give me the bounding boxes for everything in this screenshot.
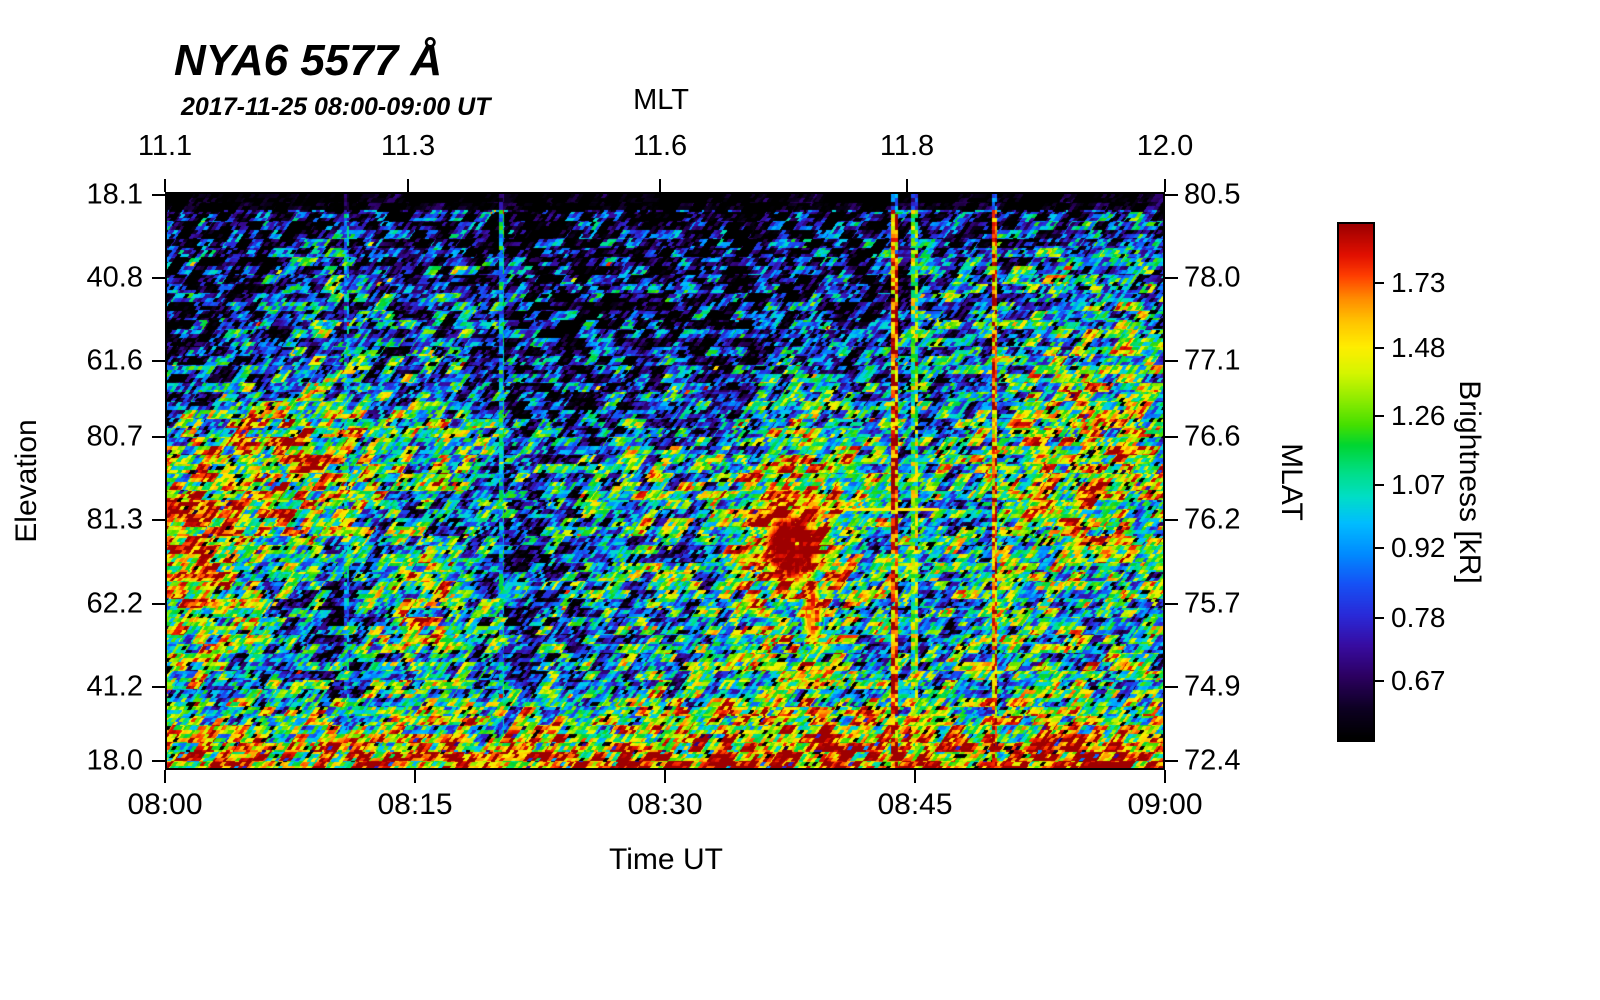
left-axis-tick bbox=[152, 360, 165, 363]
colorbar-tick bbox=[1375, 415, 1384, 418]
left-axis-tick bbox=[152, 193, 165, 196]
left-axis-tick bbox=[152, 436, 165, 439]
colorbar-tick bbox=[1375, 680, 1384, 683]
right-axis-tick bbox=[1165, 602, 1178, 605]
left-axis-tick-label: 61.6 bbox=[86, 344, 143, 377]
bottom-axis-tick-label: 08:15 bbox=[377, 788, 453, 821]
right-axis-tick bbox=[1165, 193, 1178, 196]
right-axis-tick bbox=[1165, 685, 1178, 688]
colorbar-tick-label: 0.67 bbox=[1391, 665, 1446, 697]
left-axis-tick-label: 81.3 bbox=[86, 503, 143, 536]
left-axis-tick-label: 62.2 bbox=[86, 587, 143, 620]
plot-title: NYA6 5577 Å bbox=[174, 36, 443, 85]
bottom-axis-tick-label: 08:45 bbox=[877, 788, 953, 821]
left-axis-tick bbox=[152, 685, 165, 688]
left-axis-tick-label: 41.2 bbox=[86, 670, 143, 703]
right-axis-tick-label: 72.4 bbox=[1184, 744, 1241, 777]
top-axis-tick-label: 11.6 bbox=[632, 130, 688, 162]
left-axis-tick bbox=[152, 760, 165, 763]
left-axis-tick-label: 18.0 bbox=[86, 744, 143, 777]
right-axis-tick bbox=[1165, 760, 1178, 763]
left-axis-tick bbox=[152, 518, 165, 521]
right-axis-tick-label: 77.1 bbox=[1184, 344, 1241, 377]
top-axis-tick bbox=[1164, 179, 1166, 192]
right-axis-tick-label: 78.0 bbox=[1184, 261, 1241, 294]
top-axis-tick-label: 11.8 bbox=[879, 130, 935, 162]
top-axis-tick-label: 12.0 bbox=[1136, 130, 1194, 162]
right-axis-tick bbox=[1165, 518, 1178, 521]
bottom-axis-title: Time UT bbox=[609, 843, 723, 876]
colorbar-tick-label: 0.78 bbox=[1391, 601, 1446, 633]
colorbar-tick-label: 1.48 bbox=[1391, 332, 1446, 364]
colorbar-tick bbox=[1375, 347, 1384, 350]
left-axis-tick bbox=[152, 602, 165, 605]
colorbar-tick-label: 1.07 bbox=[1391, 468, 1446, 500]
right-axis-tick-label: 76.6 bbox=[1184, 420, 1241, 453]
bottom-axis-tick bbox=[164, 770, 166, 783]
bottom-axis-tick bbox=[414, 770, 416, 783]
right-axis-tick-label: 80.5 bbox=[1184, 178, 1241, 211]
left-axis-tick-label: 80.7 bbox=[86, 420, 143, 453]
bottom-axis-tick bbox=[664, 770, 666, 783]
top-axis-tick bbox=[659, 179, 661, 192]
bottom-axis-tick-label: 09:00 bbox=[1127, 788, 1203, 821]
colorbar-tick bbox=[1375, 547, 1384, 550]
top-axis-tick bbox=[407, 179, 409, 192]
bottom-axis-tick-label: 08:00 bbox=[127, 788, 203, 821]
top-axis-tick-label: 11.3 bbox=[380, 130, 436, 162]
colorbar-tick bbox=[1375, 483, 1384, 486]
colorbar-canvas bbox=[1339, 224, 1373, 740]
heatmap-canvas bbox=[167, 194, 1163, 768]
left-axis-tick-label: 40.8 bbox=[86, 261, 143, 294]
colorbar-tick bbox=[1375, 281, 1384, 284]
right-axis-tick bbox=[1165, 276, 1178, 279]
top-axis-tick-label: 11.1 bbox=[137, 130, 193, 162]
colorbar bbox=[1337, 222, 1375, 742]
bottom-axis-tick bbox=[1164, 770, 1166, 783]
left-axis-tick bbox=[152, 276, 165, 279]
right-axis-tick-label: 74.9 bbox=[1184, 670, 1241, 703]
colorbar-tick-label: 0.92 bbox=[1391, 532, 1446, 564]
colorbar-tick-label: 1.26 bbox=[1391, 400, 1446, 432]
left-axis-tick-label: 18.1 bbox=[86, 178, 143, 211]
colorbar-tick bbox=[1375, 616, 1384, 619]
right-axis-tick bbox=[1165, 436, 1178, 439]
colorbar-title: Brightness [kR] bbox=[1453, 380, 1486, 584]
colorbar-tick-label: 1.73 bbox=[1391, 266, 1446, 298]
bottom-axis-tick-label: 08:30 bbox=[627, 788, 703, 821]
top-axis-tick bbox=[164, 179, 166, 192]
top-axis-title: MLT bbox=[633, 84, 689, 116]
right-axis-title: MLAT bbox=[1275, 443, 1308, 521]
plot-area bbox=[165, 192, 1165, 770]
bottom-axis-tick bbox=[914, 770, 916, 783]
right-axis-tick-label: 75.7 bbox=[1184, 587, 1241, 620]
right-axis-tick-label: 76.2 bbox=[1184, 503, 1241, 536]
right-axis-tick bbox=[1165, 360, 1178, 363]
top-axis-tick bbox=[906, 179, 908, 192]
plot-subtitle: 2017-11-25 08:00-09:00 UT bbox=[181, 93, 491, 121]
